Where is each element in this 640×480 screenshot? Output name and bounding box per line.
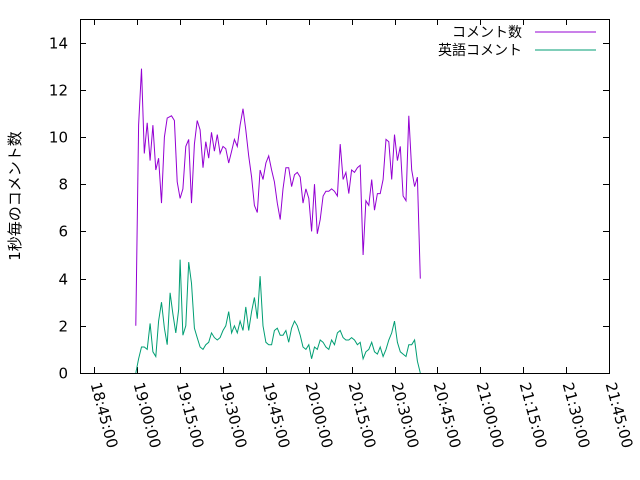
x-tick-label: 19:45:00	[259, 380, 294, 450]
legend-label: 英語コメント	[438, 42, 522, 59]
x-tick-label: 19:15:00	[173, 380, 208, 450]
y-tick-label: 2	[58, 318, 68, 336]
x-tick-label: 18:45:00	[87, 380, 122, 450]
x-tick-label: 21:45:00	[602, 380, 637, 450]
x-tick-label: 21:00:00	[473, 380, 508, 450]
x-tick-label: 20:15:00	[345, 380, 380, 450]
y-axis-label: 1秒毎のコメント数	[6, 131, 24, 261]
x-tick-label: 20:30:00	[388, 380, 423, 450]
y-tick-label: 4	[58, 271, 68, 289]
x-tick-label: 20:45:00	[430, 380, 465, 450]
series-line-1	[135, 68, 421, 326]
y-tick-label: 8	[58, 176, 68, 194]
y-tick-label: 12	[49, 82, 68, 100]
x-tick-label: 19:00:00	[130, 380, 165, 450]
legend-label: コメント数	[452, 25, 522, 41]
y-tick-label: 0	[58, 365, 68, 383]
series-line-2	[135, 259, 421, 374]
x-tick-label: 21:30:00	[559, 380, 594, 450]
y-axis-ticks: 0 2 4 6 8 10 12 14	[49, 35, 609, 383]
plot-frame	[80, 19, 610, 374]
y-tick-label: 10	[49, 129, 68, 147]
x-tick-label: 20:00:00	[302, 380, 337, 450]
x-axis-ticks: 18:45:00 19:00:00 19:15:00 19:30:00 19:45:00…	[87, 19, 637, 450]
x-tick-label: 19:30:00	[216, 380, 251, 450]
y-tick-label: 6	[58, 223, 68, 241]
x-tick-label: 21:15:00	[516, 380, 551, 450]
series-layer	[135, 68, 421, 374]
y-tick-label: 14	[49, 35, 68, 53]
